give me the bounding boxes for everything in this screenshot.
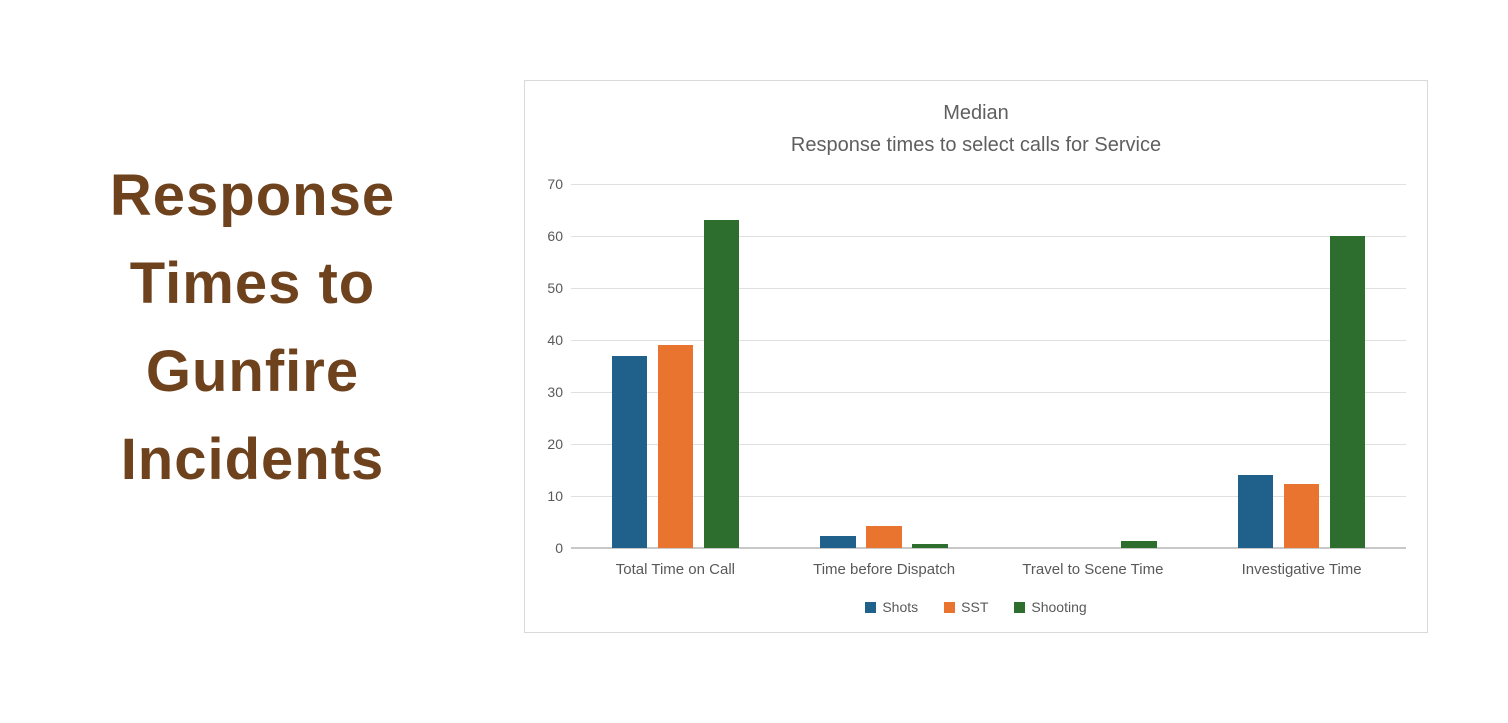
legend-item-shooting: Shooting <box>1014 599 1087 615</box>
plot-area <box>571 184 1406 549</box>
legend-item-shots: Shots <box>865 599 918 615</box>
bar-shooting-time-before-dispatch <box>912 544 948 548</box>
y-axis-tick-label-50: 50 <box>547 280 563 296</box>
bar-shots-investigative-time <box>1237 475 1274 548</box>
y-axis-tick-label-20: 20 <box>547 436 563 452</box>
gridline-50 <box>571 288 1406 289</box>
page-title-line-2: Times to <box>129 251 376 316</box>
chart-title-line-1: Median <box>943 102 1009 124</box>
legend-label-shooting: Shooting <box>1031 599 1087 615</box>
x-axis-category-label-investigative-time: Investigative Time <box>1241 561 1362 578</box>
y-axis-tick-label-70: 70 <box>547 176 563 192</box>
bar-shots-total-time-on-call <box>611 355 648 548</box>
x-axis-category-label-time-before-dispatch: Time before Dispatch <box>813 561 956 578</box>
chart-title-line-2: Response times to select calls for Servi… <box>790 134 1162 156</box>
legend-label-sst: SST <box>961 599 989 615</box>
gridline-40 <box>571 340 1406 341</box>
chart-panel: Median Response times to select calls fo… <box>524 80 1428 633</box>
gridline-10 <box>571 496 1406 497</box>
legend-swatch-shots-icon <box>865 601 877 613</box>
x-axis-category-label-travel-to-scene-time: Travel to Scene Time <box>1022 561 1164 578</box>
y-axis-tick-label-10: 10 <box>547 488 563 504</box>
legend-label-shots: Shots <box>882 599 919 615</box>
bar-sst-total-time-on-call <box>657 345 694 548</box>
x-axis-line <box>571 547 1406 549</box>
bar-shooting-travel-to-scene-time <box>1121 540 1157 548</box>
y-axis-tick-label-30: 30 <box>547 384 563 400</box>
bar-shooting-investigative-time <box>1329 236 1366 548</box>
y-axis-tick-label-0: 0 <box>555 540 563 556</box>
chart-legend: Shots SST Shooting <box>525 599 1427 615</box>
legend-item-sst: SST <box>944 599 988 615</box>
bar-sst-time-before-dispatch <box>866 525 902 548</box>
page-title: Response Times to Gunfire Incidents <box>30 152 475 504</box>
legend-swatch-sst-icon <box>944 601 956 613</box>
y-axis-tick-label-60: 60 <box>547 228 563 244</box>
y-axis-tick-label-40: 40 <box>547 332 563 348</box>
gridline-20 <box>571 444 1406 445</box>
gridline-60 <box>571 236 1406 237</box>
gridline-70 <box>571 184 1406 185</box>
x-axis-category-label-total-time-on-call: Total Time on Call <box>615 561 735 578</box>
legend-swatch-shooting-icon <box>1014 601 1026 613</box>
bar-shooting-total-time-on-call <box>703 220 740 548</box>
chart-title: Median Response times to select calls fo… <box>525 97 1427 161</box>
page-title-line-4: Incidents <box>120 427 385 492</box>
gridline-30 <box>571 392 1406 393</box>
bar-shots-time-before-dispatch <box>820 536 856 548</box>
bar-sst-investigative-time <box>1283 483 1320 548</box>
page-title-line-3: Gunfire <box>145 339 360 404</box>
page-title-line-1: Response <box>109 163 396 228</box>
